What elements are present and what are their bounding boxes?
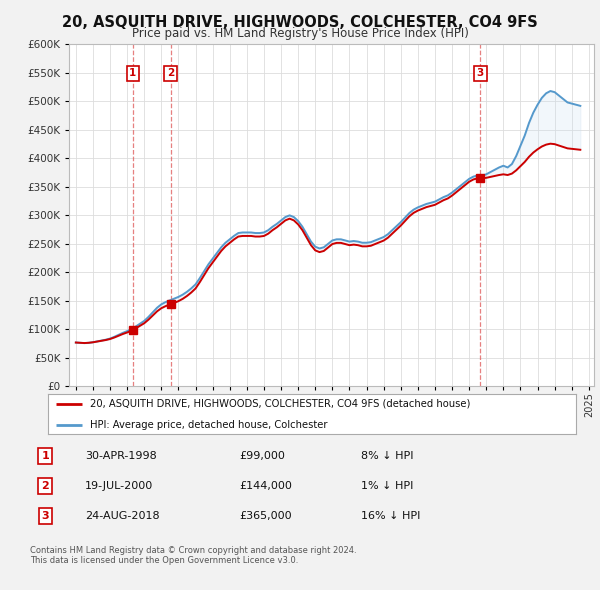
- Text: 2: 2: [41, 481, 49, 491]
- Text: 30-APR-1998: 30-APR-1998: [85, 451, 157, 461]
- Text: 1: 1: [129, 68, 136, 78]
- Text: HPI: Average price, detached house, Colchester: HPI: Average price, detached house, Colc…: [90, 420, 328, 430]
- Text: 24-AUG-2018: 24-AUG-2018: [85, 512, 160, 522]
- Text: 8% ↓ HPI: 8% ↓ HPI: [361, 451, 414, 461]
- Text: £144,000: £144,000: [240, 481, 293, 491]
- Text: £99,000: £99,000: [240, 451, 286, 461]
- Text: 19-JUL-2000: 19-JUL-2000: [85, 481, 154, 491]
- Text: Contains HM Land Registry data © Crown copyright and database right 2024.
This d: Contains HM Land Registry data © Crown c…: [30, 546, 356, 565]
- Text: 1: 1: [41, 451, 49, 461]
- Text: 3: 3: [41, 512, 49, 522]
- Text: 20, ASQUITH DRIVE, HIGHWOODS, COLCHESTER, CO4 9FS (detached house): 20, ASQUITH DRIVE, HIGHWOODS, COLCHESTER…: [90, 399, 470, 409]
- Text: 20, ASQUITH DRIVE, HIGHWOODS, COLCHESTER, CO4 9FS: 20, ASQUITH DRIVE, HIGHWOODS, COLCHESTER…: [62, 15, 538, 30]
- Text: 1% ↓ HPI: 1% ↓ HPI: [361, 481, 413, 491]
- Text: £365,000: £365,000: [240, 512, 292, 522]
- Text: 2: 2: [167, 68, 174, 78]
- Text: 16% ↓ HPI: 16% ↓ HPI: [361, 512, 421, 522]
- Text: 3: 3: [476, 68, 484, 78]
- Text: Price paid vs. HM Land Registry's House Price Index (HPI): Price paid vs. HM Land Registry's House …: [131, 27, 469, 40]
